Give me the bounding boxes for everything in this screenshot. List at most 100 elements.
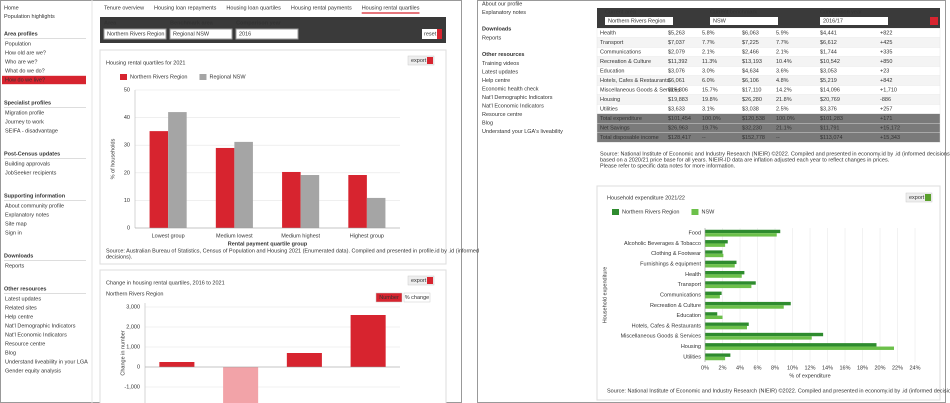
y-tick-label: 0 (137, 364, 140, 370)
nav-link[interactable]: Understand your LGA's liveability (482, 129, 563, 135)
toggle-button[interactable] (403, 292, 431, 303)
nav-link[interactable]: How old are we? (5, 50, 46, 56)
reset-button[interactable] (422, 29, 442, 39)
table-cell: +822 (880, 30, 892, 36)
bar (234, 141, 253, 228)
table-row-label: Housing (600, 97, 620, 103)
nav-link[interactable]: SEIFA - disadvantage (5, 128, 58, 134)
nav-link[interactable]: Population (5, 41, 31, 47)
selector-value[interactable]: Regional NSW (173, 31, 210, 37)
y-tick-label: Furnishings & equipment (640, 262, 701, 268)
nav-link[interactable]: About our profile (482, 1, 522, 7)
nav-link[interactable]: Understand liveability in your LGA (5, 359, 88, 365)
bar (705, 301, 791, 306)
y-tick-label: 10 (124, 198, 130, 204)
nav-link[interactable]: Training videos (482, 61, 519, 67)
selector-value[interactable]: 2016 (239, 31, 251, 37)
nav-link[interactable]: About community profile (5, 203, 64, 209)
bar (705, 325, 747, 330)
table-cell: $11,392 (668, 59, 687, 65)
export-icon (427, 277, 433, 284)
nav-link[interactable]: Blog (482, 120, 493, 126)
selector-box[interactable] (710, 17, 778, 25)
y-tick-label: 3,000 (126, 304, 140, 310)
table-row-label: Education (600, 68, 624, 74)
nav-link[interactable]: Economic health check (482, 86, 539, 92)
selector-box[interactable] (169, 28, 233, 40)
tab[interactable]: Tenure overview (104, 5, 144, 11)
nav-heading: Downloads (482, 26, 511, 32)
nav-link[interactable]: JobSeeker recipients (5, 170, 57, 176)
nav-link[interactable]: Journey to work (5, 119, 44, 125)
nav-link[interactable]: Reports (482, 35, 502, 41)
nav-link[interactable]: Latest updates (5, 296, 41, 302)
toggle-label[interactable]: % change (405, 295, 429, 301)
export-label[interactable]: export (411, 278, 427, 284)
y-tick-label: 50 (124, 87, 130, 93)
export-button[interactable] (905, 192, 933, 203)
toggle-button[interactable] (375, 292, 403, 303)
selector-box[interactable] (820, 17, 888, 25)
nav-link[interactable]: How do we live? (5, 77, 45, 83)
table-cell: 5.9% (776, 30, 789, 36)
export-icon (427, 57, 433, 64)
nav-link[interactable]: Population highlights (4, 14, 55, 20)
nav-link[interactable]: Related sites (5, 305, 37, 311)
nav-link[interactable]: Sign in (5, 230, 22, 236)
toggle-label[interactable]: Number (379, 295, 399, 301)
export-button[interactable] (407, 275, 435, 286)
nav-link[interactable]: Nat'l Demographic Indicators (5, 323, 76, 329)
nav-link[interactable]: Site map (5, 221, 27, 227)
tab[interactable]: Housing loan repayments (154, 5, 217, 11)
table-cell: $32,230 (742, 125, 762, 131)
selector-value[interactable]: Northern Rivers Region (107, 31, 164, 37)
nav-link[interactable]: Explanatory notes (482, 10, 526, 16)
nav-link[interactable]: Reports (5, 263, 25, 269)
table-cell: 19.8% (702, 97, 718, 103)
export-button[interactable] (407, 55, 435, 66)
table-cell: $101,454 (668, 116, 691, 122)
nav-link[interactable]: Who are we? (5, 59, 37, 65)
selector-box[interactable] (235, 28, 299, 40)
selector-box[interactable] (103, 28, 167, 40)
x-tick-label: 6% (754, 365, 762, 371)
table-cell: 4.8% (776, 78, 789, 84)
nav-link[interactable]: What do we do? (5, 68, 45, 74)
bar (705, 336, 812, 340)
selector-value[interactable]: NSW (713, 18, 727, 24)
export-label[interactable]: export (909, 195, 925, 201)
nav-link[interactable]: Resource centre (482, 112, 522, 118)
nav-link[interactable]: Explanatory notes (5, 212, 49, 218)
bar (348, 175, 367, 228)
nav-link[interactable]: Resource centre (5, 341, 45, 347)
nav-link[interactable]: Nat'l Economic Indicators (5, 332, 67, 338)
nav-link[interactable]: Latest updates (482, 69, 518, 75)
nav-link[interactable]: Building approvals (5, 161, 50, 167)
nav-link[interactable]: Home (4, 5, 19, 11)
bar (705, 253, 724, 258)
source-note: Source: National Institute of Economic a… (600, 150, 950, 157)
nav-link[interactable]: Help centre (482, 78, 510, 84)
y-tick-label: 40 (124, 115, 130, 121)
table-cell: 15.7% (702, 87, 718, 93)
nav-link[interactable]: Help centre (5, 314, 33, 320)
table-cell: $17,110 (742, 87, 761, 93)
reset-label[interactable]: reset (424, 31, 437, 37)
nav-link[interactable]: Migration profile (5, 110, 44, 116)
tab[interactable]: Housing rental payments (291, 5, 352, 11)
export-label[interactable]: export (411, 58, 427, 64)
selector-box[interactable] (605, 17, 673, 25)
table-cell: 11.3% (702, 59, 717, 65)
table-cell: 100.0% (702, 116, 721, 122)
selector-value[interactable]: 2016/17 (823, 18, 843, 24)
x-tick-label: 0% (701, 365, 709, 371)
nav-link[interactable]: Blog (5, 350, 16, 356)
tab[interactable]: Housing rental quartiles (362, 5, 420, 11)
tab[interactable]: Housing loan quartiles (226, 5, 281, 11)
selector-value[interactable]: Northern Rivers Region (608, 18, 665, 24)
legend-label: NSW (701, 209, 715, 215)
nav-link[interactable]: Nat'l Economic Indicators (482, 103, 544, 109)
nav-link[interactable]: Gender equity analysis (5, 368, 61, 374)
bar (286, 353, 322, 367)
nav-link[interactable]: Nat'l Demographic Indicators (482, 95, 553, 101)
